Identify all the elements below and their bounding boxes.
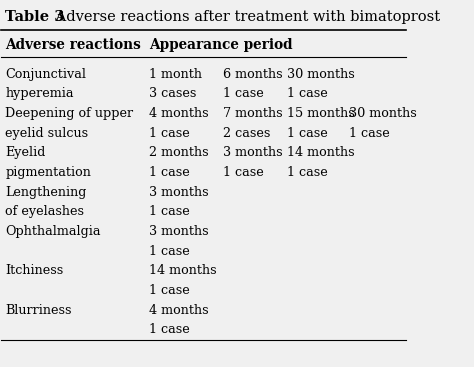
Text: 1 case: 1 case	[223, 166, 264, 179]
Text: 14 months: 14 months	[287, 146, 354, 159]
Text: 2 cases: 2 cases	[223, 127, 271, 140]
Text: 1 case: 1 case	[149, 284, 190, 297]
Text: 1 case: 1 case	[287, 87, 328, 100]
Text: 3 cases: 3 cases	[149, 87, 196, 100]
Text: 3 months: 3 months	[223, 146, 283, 159]
Text: 30 months: 30 months	[348, 107, 416, 120]
Text: 1 case: 1 case	[149, 166, 190, 179]
Text: 1 case: 1 case	[348, 127, 389, 140]
Text: 4 months: 4 months	[149, 304, 209, 317]
Text: 7 months: 7 months	[223, 107, 283, 120]
Text: Blurriness: Blurriness	[5, 304, 72, 317]
Text: 4 months: 4 months	[149, 107, 209, 120]
Text: 1 case: 1 case	[223, 87, 264, 100]
Text: eyelid sulcus: eyelid sulcus	[5, 127, 89, 140]
Text: Ophthalmalgia: Ophthalmalgia	[5, 225, 101, 238]
Text: pigmentation: pigmentation	[5, 166, 91, 179]
Text: 30 months: 30 months	[287, 68, 355, 81]
Text: 1 case: 1 case	[149, 127, 190, 140]
Text: Itchiness: Itchiness	[5, 264, 64, 277]
Text: Conjunctival: Conjunctival	[5, 68, 86, 81]
Text: Appearance period: Appearance period	[149, 38, 293, 52]
Text: 2 months: 2 months	[149, 146, 209, 159]
Text: 3 months: 3 months	[149, 225, 209, 238]
Text: 1 case: 1 case	[149, 323, 190, 337]
Text: 15 months: 15 months	[287, 107, 355, 120]
Text: 14 months: 14 months	[149, 264, 217, 277]
Text: hyperemia: hyperemia	[5, 87, 74, 100]
Text: 1 month: 1 month	[149, 68, 202, 81]
Text: 1 case: 1 case	[149, 245, 190, 258]
Text: of eyelashes: of eyelashes	[5, 206, 84, 218]
Text: Eyelid: Eyelid	[5, 146, 46, 159]
Text: Table 3: Table 3	[5, 11, 65, 25]
Text: Lengthening: Lengthening	[5, 186, 87, 199]
Text: Deepening of upper: Deepening of upper	[5, 107, 134, 120]
Text: Adverse reactions: Adverse reactions	[5, 38, 141, 52]
Text: 1 case: 1 case	[149, 206, 190, 218]
Text: 1 case: 1 case	[287, 166, 328, 179]
Text: Adverse reactions after treatment with bimatoprost: Adverse reactions after treatment with b…	[51, 11, 440, 25]
Text: 1 case: 1 case	[287, 127, 328, 140]
Text: 3 months: 3 months	[149, 186, 209, 199]
Text: 6 months: 6 months	[223, 68, 283, 81]
